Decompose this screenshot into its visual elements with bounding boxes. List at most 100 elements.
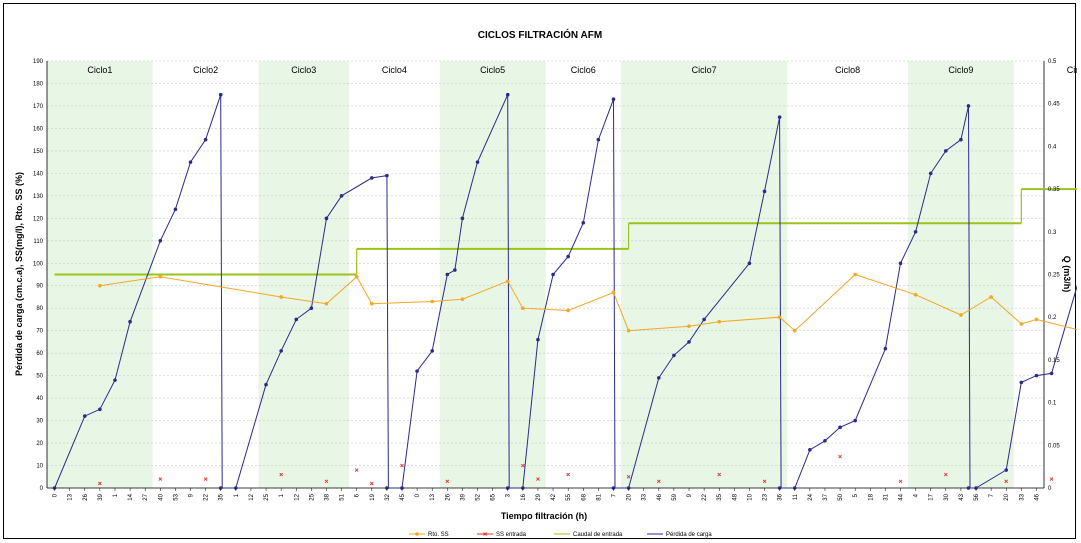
x-tick-label: 29 [536,493,542,500]
y-tick-label-left: 80 [36,306,43,312]
x-tick-label: 50 [838,493,844,500]
rto-point [853,272,857,277]
x-tick-label: 68 [581,493,587,500]
x-tick-label: 48 [732,493,738,500]
y-tick-label-right: 0.3 [1048,230,1057,236]
perdida-point [1004,468,1009,472]
perdida-point [823,439,827,443]
y-tick-label-right: 0.25 [1048,273,1060,279]
ss-point [158,477,163,481]
perdida-point [566,254,570,259]
cycle-label: Ciclo7 [692,65,717,75]
x-tick-label: 37 [823,493,829,500]
rto-point [626,328,631,333]
ss-point [521,463,525,468]
perdida-point [747,261,752,266]
y-tick-label-right: 0.4 [1048,144,1057,150]
y-tick-label-left: 0 [40,486,44,492]
x-tick-label: 7 [989,493,995,497]
rto-point [460,297,465,302]
ss-point [898,479,903,484]
perdida-point [536,337,540,342]
x-tick-label: 31 [883,493,889,500]
x-tick-label: 39 [98,493,104,500]
x-tick-label: 12 [249,493,255,500]
cycle-band [908,61,1014,488]
x-tick-label: 55 [566,493,572,500]
cycle-label: Ciclo6 [571,65,596,75]
rto-point [959,313,963,317]
y-tick-label-left: 60 [36,351,43,357]
rto-point [687,324,691,328]
y-tick-label-right: 0.5 [1048,59,1057,65]
perdida-point [944,149,948,153]
y-tick-label-left: 30 [36,419,43,425]
x-tick-label: 45 [400,493,406,500]
x-tick-label: 13 [430,493,436,500]
perdida-point [966,104,971,108]
x-tick-label: 14 [128,493,134,500]
x-tick-label: 33 [642,493,648,500]
x-tick-label: 1 [113,493,119,497]
x-tick-label: 11 [793,493,799,500]
perdida-point [838,425,842,430]
perdida-point [1019,380,1024,385]
perdida-point [913,230,918,234]
perdida-point [279,349,283,353]
y-tick-label-left: 170 [33,104,44,110]
cycle-label: Ciclo3 [291,65,316,75]
perdida-point [966,486,971,490]
x-tick-label: 32 [385,493,391,500]
ss-point [1004,479,1009,484]
x-tick-label: 38 [324,493,330,500]
cycle-label: Ciclo1 [87,65,112,75]
perdida-point [687,340,691,344]
perdida-point [453,268,457,272]
rto-point [913,292,918,297]
cycle-label: Ciclo10 [1067,65,1077,75]
cycle-band [621,61,788,488]
y-tick-label-right: 0.35 [1048,187,1060,193]
x-tick-label: 5 [853,493,859,497]
x-tick-label: 33 [1019,493,1025,500]
ss-point [626,474,631,479]
perdida-point [959,137,963,142]
x-tick-label: 24 [808,493,814,500]
perdida-line [386,94,510,489]
cycle-label: Ciclo9 [948,65,973,75]
legend-marker [483,532,487,536]
y-tick-label-right: 0.15 [1048,358,1060,364]
x-tick-label: 43 [959,493,965,500]
ss-point [354,468,359,472]
perdida-point [294,317,299,322]
rto-point [158,274,163,279]
perdida-point [853,418,857,423]
perdida-point [656,376,661,380]
legend-label: SS entrada [496,532,527,538]
perdida-point [264,382,268,387]
x-tick-label: 46 [657,493,663,500]
y-tick-label-left: 50 [36,374,43,380]
perdida-point [898,261,903,266]
x-tick-label: 13 [68,493,74,500]
perdida-point [98,407,102,412]
rto-point [354,274,359,279]
perdida-line [613,117,782,489]
ss-point [838,454,842,459]
cycle-label: Ciclo8 [835,65,860,75]
y-tick-label-left: 160 [33,126,44,132]
perdida-point [173,207,178,212]
ss-point [656,479,661,484]
cycle-band [439,61,546,488]
x-tick-label: 26 [445,493,451,500]
x-tick-label: 19 [370,493,376,500]
x-tick-label: 65 [491,493,497,500]
legend-label: Caudal de entrada [573,532,623,538]
x-tick-label: 25 [309,493,315,500]
ss-point [536,477,540,481]
x-tick-label: 35 [219,493,225,500]
y-tick-label-left: 130 [33,194,44,200]
y-axis-label-left: Pérdida de carga (cm.c.a), SS(mg/l), Rto… [14,172,24,376]
perdida-point [928,171,933,176]
rto-point [792,328,797,333]
